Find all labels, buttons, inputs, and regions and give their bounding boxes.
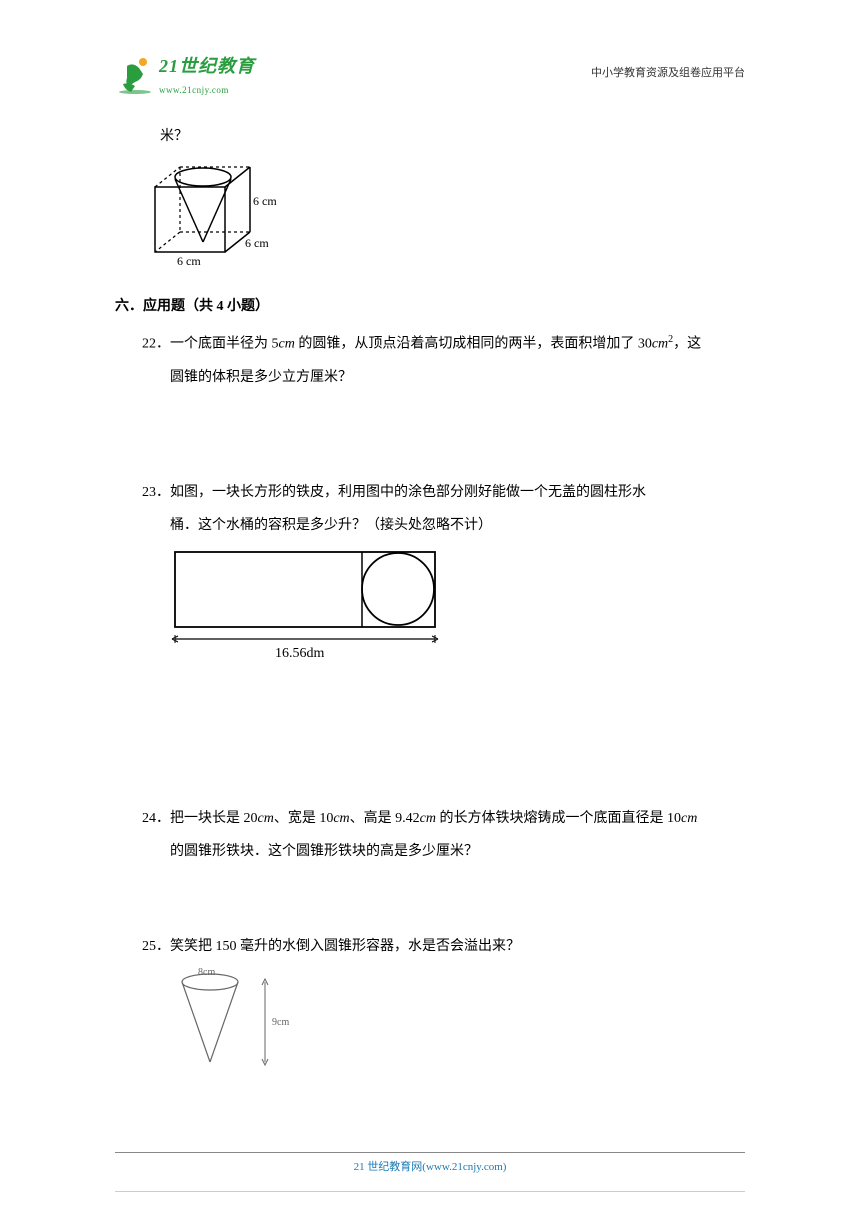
q24-ta: 把一块长是 20 bbox=[170, 811, 258, 826]
q25-t: 笑笑把 150 毫升的水倒入圆锥形容器，水是否会溢出来？ bbox=[170, 939, 520, 954]
fragment-text: 米？ bbox=[160, 124, 745, 149]
svg-text:16.56dm: 16.56dm bbox=[275, 646, 325, 661]
q24-u4: cm bbox=[681, 811, 697, 826]
q23-text: 23．如图，一块长方形的铁皮，利用图中的涂色部分刚好能做一个无盖的圆柱形水 bbox=[115, 480, 745, 505]
question-24: 24．把一块长是 20cm、宽是 10cm、高是 9.42cm 的长方体铁块熔铸… bbox=[115, 806, 745, 864]
svg-text:6 cm: 6 cm bbox=[245, 236, 269, 250]
cone-container-figure: 8cm 9cm bbox=[170, 967, 745, 1086]
q24-sub: 的圆锥形铁块．这个圆锥形铁块的高是多少厘米？ bbox=[115, 839, 745, 864]
q22-tc: ，这 bbox=[673, 337, 701, 352]
q24-td: 的长方体铁块熔铸成一个底面直径是 10 bbox=[436, 811, 681, 826]
page-footer: 21 世纪教育网(www.21cnjy.com) bbox=[115, 1152, 745, 1178]
q22-ta: 一个底面半径为 5 bbox=[170, 337, 279, 352]
rect-circle-figure: 16.56dm bbox=[170, 547, 745, 676]
q24-tb: 、宽是 10 bbox=[274, 811, 334, 826]
q22-num: 22． bbox=[142, 337, 170, 352]
q24-u2: cm bbox=[333, 811, 349, 826]
section-6-title: 六．应用题（共 4 小题） bbox=[115, 294, 745, 319]
q24-u3: cm bbox=[420, 811, 436, 826]
platform-label: 中小学教育资源及组卷应用平台 bbox=[591, 64, 745, 84]
q24-text: 24．把一块长是 20cm、宽是 10cm、高是 9.42cm 的长方体铁块熔铸… bbox=[115, 806, 745, 831]
logo-text: 21世纪教育 www.21cnjy.com bbox=[159, 50, 255, 99]
page-header: 21世纪教育 www.21cnjy.com 中小学教育资源及组卷应用平台 bbox=[115, 50, 745, 99]
q23-num: 23． bbox=[142, 485, 170, 500]
svg-text:6 cm: 6 cm bbox=[253, 194, 277, 208]
question-22: 22．一个底面半径为 5cm 的圆锥，从顶点沿着高切成相同的两半，表面积增加了 … bbox=[115, 331, 745, 390]
q25-num: 25． bbox=[142, 939, 170, 954]
svg-text:9cm: 9cm bbox=[272, 1017, 289, 1028]
content-body: 米？ 6 cm 6 cm 6 cm 六．应用题（共 4 小题） 22．一个底面半… bbox=[115, 124, 745, 1087]
q23-ta: 如图，一块长方形的铁皮，利用图中的涂色部分刚好能做一个无盖的圆柱形水 bbox=[170, 485, 646, 500]
q23-sub: 桶．这个水桶的容积是多少升？（接头处忽略不计） bbox=[115, 513, 745, 538]
svg-text:6 cm: 6 cm bbox=[177, 254, 201, 267]
logo-cn-text: 21世纪教育 bbox=[159, 50, 255, 82]
q24-u1: cm bbox=[258, 811, 274, 826]
q22-sub: 圆锥的体积是多少立方厘米？ bbox=[115, 365, 745, 390]
footer-divider bbox=[115, 1191, 745, 1192]
q22-u2: cm bbox=[652, 337, 668, 352]
logo-runner-icon bbox=[115, 54, 155, 94]
cube-cone-figure: 6 cm 6 cm 6 cm bbox=[145, 157, 745, 276]
q25-text: 25．笑笑把 150 毫升的水倒入圆锥形容器，水是否会溢出来？ bbox=[115, 934, 745, 959]
question-25: 25．笑笑把 150 毫升的水倒入圆锥形容器，水是否会溢出来？ 8cm 9cm bbox=[115, 934, 745, 1086]
svg-text:8cm: 8cm bbox=[198, 967, 215, 978]
question-23: 23．如图，一块长方形的铁皮，利用图中的涂色部分刚好能做一个无盖的圆柱形水 桶．… bbox=[115, 480, 745, 676]
q22-tb: 的圆锥，从顶点沿着高切成相同的两半，表面积增加了 30 bbox=[295, 337, 652, 352]
q24-num: 24． bbox=[142, 811, 170, 826]
logo: 21世纪教育 www.21cnjy.com bbox=[115, 50, 255, 99]
q22-u1: cm bbox=[279, 337, 295, 352]
q22-text: 22．一个底面半径为 5cm 的圆锥，从顶点沿着高切成相同的两半，表面积增加了 … bbox=[115, 331, 745, 357]
q24-tc: 、高是 9.42 bbox=[350, 811, 420, 826]
logo-url-text: www.21cnjy.com bbox=[159, 82, 255, 98]
